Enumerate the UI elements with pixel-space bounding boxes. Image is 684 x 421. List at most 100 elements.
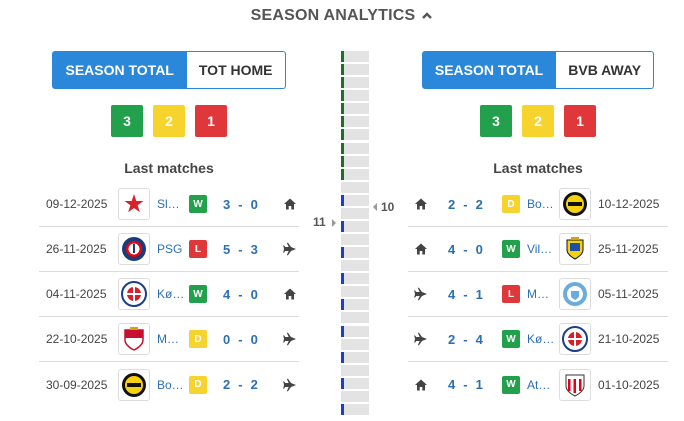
match-date: 05-11-2025 xyxy=(598,287,659,301)
away-matches-list: 10-12-2025 Bo… D 2-2 25-11-2025 Vil… W 4-0 05-11… xyxy=(408,182,668,407)
form-segment xyxy=(341,155,369,167)
result-badge: D xyxy=(189,330,207,348)
match-row[interactable]: 26-11-2025 PSG L 5-3 xyxy=(39,227,299,272)
away-result-counts: 3 2 1 xyxy=(408,105,668,137)
score-separator: - xyxy=(238,331,243,347)
season-analytics-toggle[interactable]: SEASON ANALYTICS xyxy=(251,7,434,25)
match-row[interactable]: 25-11-2025 Vil… W 4-0 xyxy=(408,227,668,272)
result-badge: W xyxy=(502,375,520,394)
airplane-icon xyxy=(283,242,297,256)
result-badge: W xyxy=(502,330,520,348)
home-tabs: SEASON TOTAL TOT HOME xyxy=(39,51,299,89)
opponent-name[interactable]: Kø… xyxy=(157,287,183,301)
last-matches-title: Last matches xyxy=(124,160,214,176)
score-away: 2 xyxy=(250,377,258,392)
match-score: 2-2 xyxy=(448,197,488,212)
match-row[interactable]: 30-09-2025 Bo… D 2-2 xyxy=(39,362,299,407)
match-row[interactable]: 21-10-2025 Kø… W 2-4 xyxy=(408,317,668,362)
match-date: 10-12-2025 xyxy=(598,197,660,211)
result-badge: W xyxy=(189,285,207,303)
bodo-glimt-logo xyxy=(559,188,591,220)
opponent-name[interactable]: At… xyxy=(527,377,551,392)
home-result-counts: 3 2 1 xyxy=(39,105,299,137)
result-badge: W xyxy=(189,195,207,213)
score-away: 1 xyxy=(475,286,483,302)
score-separator: - xyxy=(463,196,468,212)
home-icon xyxy=(283,197,297,211)
home-icon xyxy=(283,287,297,301)
match-score: 2-4 xyxy=(448,332,488,347)
form-segment xyxy=(341,116,369,128)
match-row[interactable]: 04-11-2025 Kø… W 4-0 xyxy=(39,272,299,317)
bodo-glimt-logo xyxy=(118,368,150,401)
opponent-name[interactable]: M… xyxy=(157,332,179,346)
opponent-name[interactable]: PSG xyxy=(157,242,183,256)
match-date: 21-10-2025 xyxy=(598,332,660,346)
opponent-name[interactable]: Sl… xyxy=(157,197,180,211)
match-date: 25-11-2025 xyxy=(598,242,659,256)
score-home: 2 xyxy=(448,196,456,212)
match-score: 2-2 xyxy=(223,377,263,392)
airplane-icon xyxy=(283,378,297,392)
match-date: 04-11-2025 xyxy=(46,287,107,301)
form-segment xyxy=(341,390,369,402)
score-away: 3 xyxy=(250,241,258,257)
home-position-label: 11 xyxy=(313,215,326,229)
airplane-icon xyxy=(283,332,297,346)
man-city-logo xyxy=(559,278,591,310)
airplane-icon xyxy=(414,287,428,301)
tab-bvb-away[interactable]: BVB AWAY xyxy=(556,51,655,89)
season-analytics-header[interactable]: SEASON ANALYTICS xyxy=(0,7,684,25)
score-home: 0 xyxy=(223,331,231,347)
match-row[interactable]: 09-12-2025 Sl… W 3-0 xyxy=(39,182,299,227)
form-segment xyxy=(341,90,369,102)
opponent-name[interactable]: Bo… xyxy=(527,197,553,211)
form-segment xyxy=(341,181,369,193)
home-icon xyxy=(414,378,428,392)
match-row[interactable]: 22-10-2025 M… D 0-0 xyxy=(39,317,299,362)
form-segment xyxy=(341,207,369,219)
tab-season-total[interactable]: SEASON TOTAL xyxy=(52,51,187,89)
chevron-up-icon[interactable] xyxy=(421,10,433,22)
opponent-name[interactable]: Bo… xyxy=(157,377,183,392)
form-segment xyxy=(341,247,369,259)
match-date: 09-12-2025 xyxy=(46,197,108,211)
opponent-name[interactable]: Vil… xyxy=(527,242,553,256)
match-row[interactable]: 05-11-2025 M… L 4-1 xyxy=(408,272,668,317)
match-score: 5-3 xyxy=(223,242,263,257)
score-home: 5 xyxy=(223,241,231,257)
score-away: 1 xyxy=(475,377,483,392)
form-segment xyxy=(341,142,369,154)
home-team-panel: SEASON TOTAL TOT HOME 3 2 1 Last matches… xyxy=(39,51,299,407)
score-home: 4 xyxy=(448,377,456,392)
form-segment xyxy=(341,234,369,246)
match-date: 22-10-2025 xyxy=(46,332,108,346)
away-position-label: 10 xyxy=(381,200,395,214)
score-separator: - xyxy=(238,286,243,302)
away-position-marker xyxy=(373,203,377,211)
form-strip xyxy=(341,51,369,417)
opponent-name[interactable]: Kø… xyxy=(527,332,553,346)
result-badge: L xyxy=(502,285,520,303)
monaco-logo xyxy=(118,323,150,355)
tab-tot-home[interactable]: TOT HOME xyxy=(186,51,286,89)
form-segment xyxy=(341,273,369,285)
score-home: 2 xyxy=(223,377,231,392)
away-tabs: SEASON TOTAL BVB AWAY xyxy=(408,51,668,89)
form-segment xyxy=(341,364,369,376)
opponent-name[interactable]: M… xyxy=(527,287,549,301)
score-away: 0 xyxy=(250,331,258,347)
match-score: 4-1 xyxy=(448,377,488,392)
form-segment xyxy=(341,351,369,363)
score-home: 2 xyxy=(448,331,456,347)
away-team-panel: SEASON TOTAL BVB AWAY 3 2 1 Last matches… xyxy=(408,51,668,407)
match-row[interactable]: 01-10-2025 At… W 4-1 xyxy=(408,362,668,407)
score-separator: - xyxy=(238,241,243,257)
score-separator: - xyxy=(463,286,468,302)
match-row[interactable]: 10-12-2025 Bo… D 2-2 xyxy=(408,182,668,227)
score-separator: - xyxy=(238,196,243,212)
score-separator: - xyxy=(463,241,468,257)
score-away: 0 xyxy=(250,286,258,302)
tab-season-total[interactable]: SEASON TOTAL xyxy=(421,51,557,89)
score-separator: - xyxy=(238,377,243,392)
